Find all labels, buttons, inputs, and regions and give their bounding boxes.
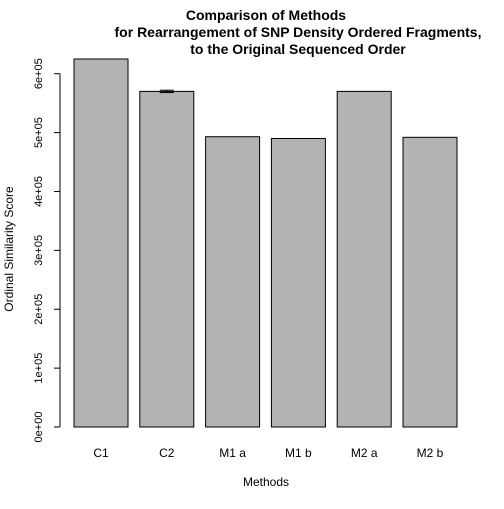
- x-axis-label: Methods: [243, 475, 289, 489]
- bar-m2-a: [336, 90, 392, 428]
- y-axis: 0e+00 1e+05 2e+05 3e+05 4e+05 5e+05 6e+05: [33, 58, 61, 443]
- bar-m1-a: [205, 136, 261, 428]
- x-tick-labels: C1 C2 M1 a M1 b M2 a M2 b: [93, 446, 443, 460]
- chart-title: Comparison of Methods for Rearrangement …: [115, 7, 482, 57]
- x-tick-label: C1: [93, 446, 109, 460]
- y-tick-label: 1e+05: [33, 353, 45, 384]
- y-tick-label: 2e+05: [33, 294, 45, 325]
- bar-m1-b: [270, 137, 326, 428]
- bars: [73, 58, 458, 428]
- bar-c1: [73, 58, 129, 428]
- y-tick-label: 3e+05: [33, 235, 45, 266]
- y-tick-label: 4e+05: [33, 176, 45, 207]
- x-tick-label: M2 b: [417, 446, 444, 460]
- x-tick-label: M1 a: [219, 446, 246, 460]
- bar-c2: [139, 90, 195, 428]
- bar-m2-b: [402, 136, 458, 428]
- x-tick-label: C2: [159, 446, 175, 460]
- y-tick-label: 5e+05: [33, 117, 45, 148]
- chart-title-line-3: to the Original Sequenced Order: [190, 41, 406, 57]
- y-axis-label: Ordinal Similarity Score: [2, 186, 16, 312]
- chart-title-line-2: for Rearrangement of SNP Density Ordered…: [115, 24, 482, 40]
- x-tick-label: M1 b: [285, 446, 312, 460]
- y-tick-label: 0e+00: [33, 412, 45, 443]
- error-bar-c2: [159, 89, 174, 94]
- x-tick-label: M2 a: [351, 446, 378, 460]
- y-tick-label: 6e+05: [33, 58, 45, 89]
- chart-title-line-1: Comparison of Methods: [186, 7, 346, 23]
